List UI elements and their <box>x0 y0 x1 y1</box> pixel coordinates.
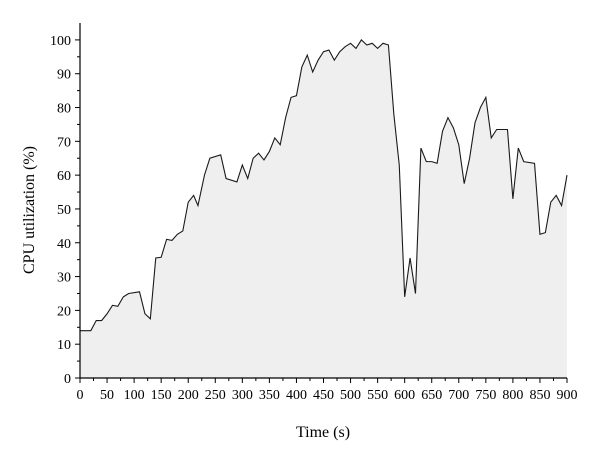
y-tick-label: 60 <box>57 169 71 184</box>
y-tick-label: 100 <box>50 34 71 49</box>
x-tick-label: 650 <box>421 388 442 403</box>
x-tick-label: 600 <box>394 388 415 403</box>
series-area-fill <box>80 39 567 379</box>
x-tick-label: 0 <box>77 388 84 403</box>
y-tick-label: 50 <box>57 203 71 218</box>
y-tick-label: 40 <box>57 237 71 252</box>
x-tick-label: 750 <box>475 388 496 403</box>
x-tick-label: 200 <box>178 388 199 403</box>
y-axis-title: CPU utilization (%) <box>21 146 38 274</box>
y-tick-label: 80 <box>57 102 71 117</box>
y-tick-label: 0 <box>64 372 71 387</box>
x-tick-label: 700 <box>448 388 469 403</box>
y-tick-label: 70 <box>57 135 71 150</box>
axes: 0 50 100 150 200 250 300 350 400 450 500 550 600 650 7… <box>50 23 578 403</box>
x-tick-label: 350 <box>259 388 280 403</box>
y-tick-label: 90 <box>57 68 71 83</box>
x-tick-label: 900 <box>557 388 578 403</box>
y-tick-label: 10 <box>57 338 71 353</box>
x-tick-label: 150 <box>151 388 172 403</box>
x-tick-label: 450 <box>313 388 334 403</box>
y-tick-label: 20 <box>57 304 71 319</box>
plot-area <box>80 39 568 379</box>
x-tick-label: 50 <box>100 388 114 403</box>
x-axis-title: Time (s) <box>296 424 350 441</box>
y-tick-label: 30 <box>57 271 71 286</box>
x-tick-label: 400 <box>286 388 307 403</box>
x-tick-label: 250 <box>205 388 226 403</box>
x-tick-label: 500 <box>340 388 361 403</box>
x-tick-label: 100 <box>124 388 145 403</box>
series-line <box>80 39 568 332</box>
x-tick-label: 550 <box>367 388 388 403</box>
x-tick-label: 850 <box>529 388 550 403</box>
x-tick-label: 800 <box>502 388 523 403</box>
x-tick-label: 300 <box>232 388 253 403</box>
